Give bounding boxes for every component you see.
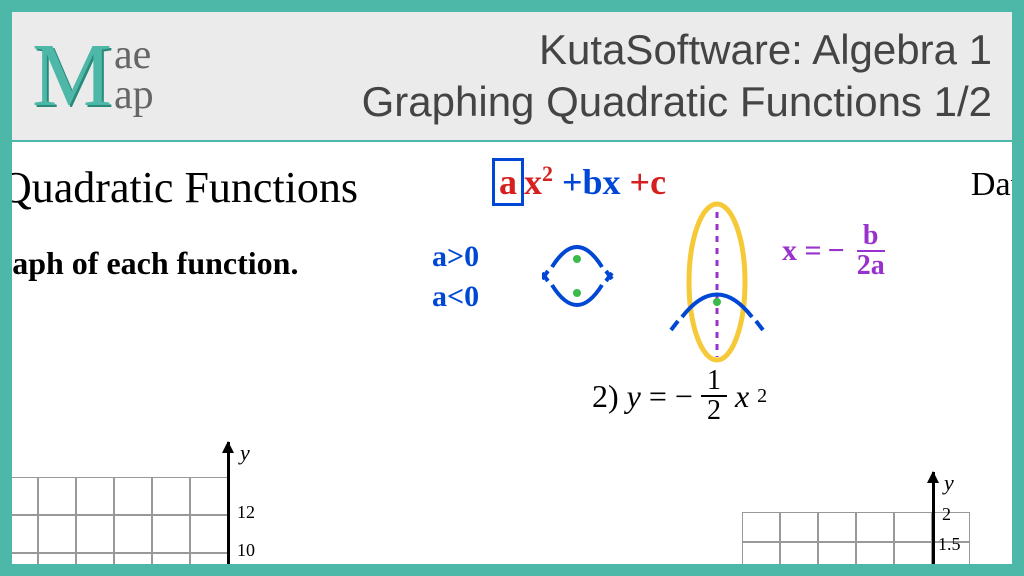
plus-1: + xyxy=(562,162,583,202)
quadratic-form: ax2 +bx +c xyxy=(492,158,666,206)
coef-c: c xyxy=(650,162,666,202)
axis-num: b xyxy=(857,222,885,252)
grid1-tick-12: 12 xyxy=(237,502,255,523)
axis-of-symmetry-formula: x = − b 2a xyxy=(782,222,891,280)
var-x1: x xyxy=(524,162,542,202)
title-line2: Graphing Quadratic Functions 1/2 xyxy=(154,76,992,129)
axis-lhs: x = xyxy=(782,234,822,268)
problem-2-y: y xyxy=(627,378,641,415)
axis-symmetry-sketch xyxy=(662,197,772,377)
logo-suffix: ae ap xyxy=(114,36,154,116)
graph-grid-1 xyxy=(12,477,228,564)
page-title: KutaSoftware: Algebra 1 Graphing Quadrat… xyxy=(154,24,992,129)
problem-2-num: 2) xyxy=(592,378,619,415)
y-axis-1 xyxy=(227,442,230,564)
worksheet-content: Quadratic Functions graph of each functi… xyxy=(12,142,1012,564)
exp-2: 2 xyxy=(542,161,553,186)
coef-a-boxed: a xyxy=(492,158,524,206)
coef-b: b xyxy=(583,162,603,202)
problem-2-eq: = − xyxy=(649,378,693,415)
logo: M ae ap xyxy=(32,31,154,121)
page-container: M ae ap KutaSoftware: Algebra 1 Graphing… xyxy=(12,12,1012,564)
axis-den: 2a xyxy=(851,252,891,280)
var-x2: x xyxy=(603,162,621,202)
condition-a-negative: a<0 xyxy=(432,280,479,314)
problem-2-fnum: 1 xyxy=(701,367,727,397)
condition-a-positive: a>0 xyxy=(432,240,479,274)
problem-2-fden: 2 xyxy=(701,397,727,425)
problem-2-x: x xyxy=(735,378,749,415)
problem-2: 2) y = − 1 2 x2 xyxy=(592,367,767,425)
logo-line2: ap xyxy=(114,76,154,116)
parabola-sketches xyxy=(542,227,672,327)
title-line1: KutaSoftware: Algebra 1 xyxy=(154,24,992,77)
plus-2: + xyxy=(630,162,651,202)
grid2-tick-2: 2 xyxy=(942,504,951,525)
y-label-2: y xyxy=(944,470,954,496)
logo-line1: ae xyxy=(114,36,154,76)
axis-neg: − xyxy=(828,234,845,268)
date-label: Dat xyxy=(971,166,1012,204)
y-axis-2 xyxy=(932,472,935,564)
header-bar: M ae ap KutaSoftware: Algebra 1 Graphing… xyxy=(12,12,1012,142)
problem-2-exp: 2 xyxy=(757,385,767,408)
graph-grid-2 xyxy=(742,512,970,564)
y-label-1: y xyxy=(240,440,250,466)
grid2-tick-15: 1.5 xyxy=(938,534,961,555)
grid1-tick-10: 10 xyxy=(237,540,255,561)
logo-letter-m: M xyxy=(32,31,112,121)
